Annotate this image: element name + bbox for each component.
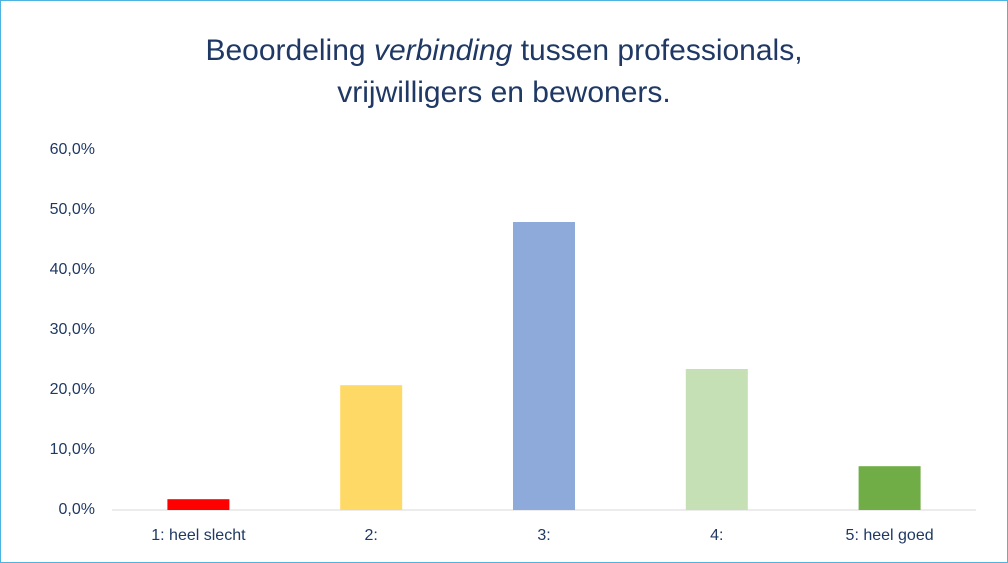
bar [858,466,921,510]
y-tick-label: 40,0% [50,261,95,278]
y-tick-label: 30,0% [50,321,95,338]
x-tick-label: 4: [710,527,723,544]
title-segment: vrijwilligers en bewoners. [337,76,670,109]
chart-title: Beoordeling verbinding tussen profession… [205,34,802,67]
title-segment: tussen professionals, [512,34,802,67]
x-tick-label: 1: heel slecht [151,527,246,544]
chart-title: vrijwilligers en bewoners. [337,76,670,109]
x-tick-label: 5: heel goed [846,527,934,544]
x-tick-label: 2: [365,527,378,544]
bar [167,499,230,510]
title-segment: verbinding [374,34,513,67]
y-tick-label: 0,0% [59,501,95,518]
title-segment: Beoordeling [205,34,373,67]
y-tick-label: 10,0% [50,441,95,458]
y-tick-label: 50,0% [50,201,95,218]
bar [340,385,403,510]
x-tick-label: 3: [537,527,550,544]
y-tick-label: 20,0% [50,381,95,398]
bar [685,369,748,510]
y-tick-label: 60,0% [50,141,95,158]
bar [513,222,575,510]
